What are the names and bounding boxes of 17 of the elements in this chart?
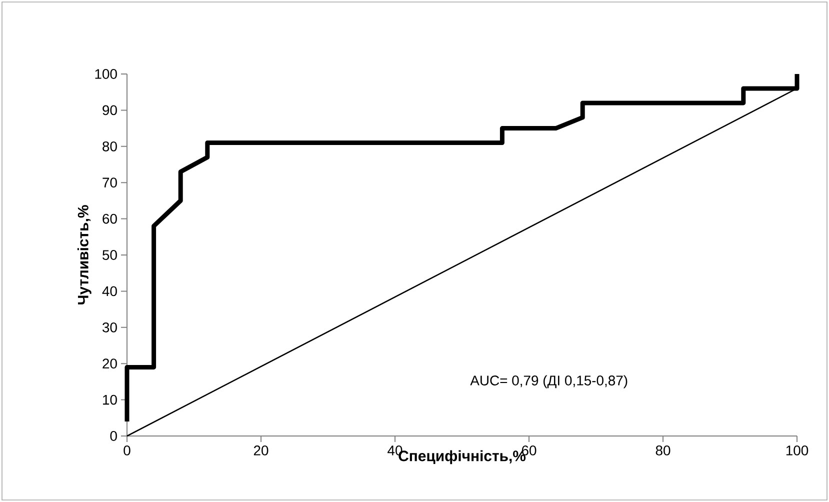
- x-tick-label: 80: [656, 446, 670, 456]
- y-tick-label: 50: [102, 250, 117, 260]
- y-tick-label: 100: [95, 69, 117, 79]
- x-tick-label: 100: [786, 446, 808, 456]
- annotation: AUC= 0,79 (ДІ 0,15-0,87): [470, 375, 628, 388]
- x-tick-label: 20: [254, 446, 268, 456]
- y-tick-label: 30: [102, 322, 117, 332]
- y-tick-label: 20: [102, 358, 117, 369]
- x-tick-label: 0: [124, 446, 130, 456]
- y-axis-title: Чутливість,%: [77, 205, 92, 304]
- y-tick-label: 0: [110, 431, 117, 441]
- y-tick-label: 80: [102, 141, 117, 152]
- y-tick-label: 90: [102, 105, 117, 116]
- y-tick-label: 10: [103, 394, 117, 405]
- y-tick-label: 60: [102, 214, 117, 224]
- y-tick-label: 40: [102, 286, 117, 296]
- y-tick-label: 70: [102, 178, 117, 188]
